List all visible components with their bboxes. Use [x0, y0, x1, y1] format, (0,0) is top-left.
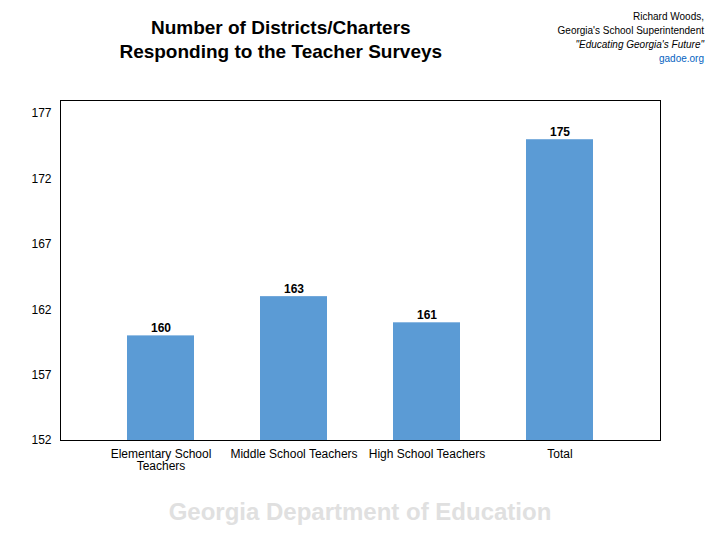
- svg-text:163: 163: [284, 282, 304, 296]
- html-text:"Educating Georgia's Future": "Educating Georgia's Future": [575, 39, 704, 50]
- svg-text:167: 167: [31, 237, 51, 251]
- html-text:Richard Woods,: Richard Woods,: [633, 11, 704, 22]
- svg-text:161: 161: [417, 308, 437, 322]
- html-text:Georgia Department of Educatio: Georgia Department of Education: [168, 498, 552, 525]
- svg-text:160: 160: [151, 321, 171, 335]
- svg-text:162: 162: [31, 303, 51, 317]
- svg-text:175: 175: [550, 125, 570, 139]
- svg-text:Total: Total: [547, 447, 572, 461]
- svg-text:Elementary SchoolTeachers: Elementary SchoolTeachers: [111, 447, 212, 473]
- svg-text:177: 177: [31, 106, 51, 120]
- html-text:Number of Districts/Charters: Number of Districts/Charters: [150, 17, 411, 38]
- html-text:Georgia's School Superintenden: Georgia's School Superintendent: [557, 25, 704, 36]
- svg-text:High School Teachers: High School Teachers: [369, 447, 486, 461]
- svg-text:157: 157: [31, 368, 51, 382]
- html-text:gadoe.org: gadoe.org: [659, 53, 704, 64]
- svg-text:172: 172: [31, 172, 51, 186]
- html-text:Responding to the Teacher Surv: Responding to the Teacher Surveys: [119, 40, 443, 62]
- svg-text:152: 152: [31, 433, 51, 447]
- svg-text:Middle School Teachers: Middle School Teachers: [230, 447, 357, 461]
